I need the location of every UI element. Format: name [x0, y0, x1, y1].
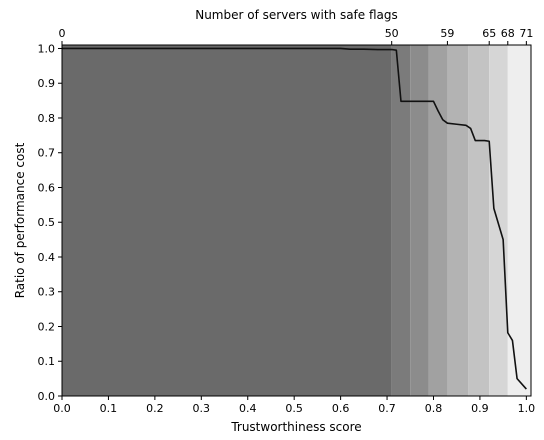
band-7	[507, 45, 531, 396]
band-1	[391, 45, 411, 396]
x-tick-label-7: 0.7	[378, 402, 396, 415]
band-4	[447, 45, 469, 396]
x-tick-label-4: 0.4	[239, 402, 257, 415]
top-tick-label-4: 68	[501, 27, 515, 40]
top-tick-label-5: 71	[519, 27, 533, 40]
y-tick-label-8: 0.8	[38, 112, 56, 125]
y-tick-label-4: 0.4	[38, 251, 56, 264]
y-tick-label-2: 0.2	[38, 320, 56, 333]
x-tick-label-3: 0.3	[193, 402, 211, 415]
y-axis: 0.0 0.1 0.2 0.3 0.4 0.5 0.6 0.7 0.8 0.9 1.0	[38, 42, 62, 403]
y-tick-label-10: 1.0	[38, 42, 56, 55]
y-tick-label-1: 0.1	[38, 355, 56, 368]
series-layer	[62, 47, 527, 390]
series-line-0	[62, 47, 527, 390]
band-2	[410, 45, 429, 396]
band-6	[489, 45, 508, 396]
y-tick-label-9: 0.9	[38, 77, 56, 90]
x-tick-label-5: 0.5	[285, 402, 303, 415]
x-axis: 0.0 0.1 0.2 0.3 0.4 0.5 0.6 0.7 0.8 0.9 1.0	[53, 396, 535, 415]
band-0	[62, 45, 392, 396]
y-axis-label: Ratio of performance cost	[13, 142, 27, 298]
top-tick-label-0: 0	[59, 27, 66, 40]
background-bands	[62, 45, 531, 396]
x-tick-label-9: 0.9	[471, 402, 489, 415]
x-tick-label-8: 0.8	[425, 402, 443, 415]
top-tick-label-1: 50	[385, 27, 399, 40]
x-tick-label-6: 0.6	[332, 402, 350, 415]
x-tick-label-0: 0.0	[53, 402, 71, 415]
y-tick-label-0: 0.0	[38, 390, 56, 403]
y-tick-label-5: 0.5	[38, 216, 56, 229]
top-tick-label-3: 65	[482, 27, 496, 40]
x-tick-label-10: 1.0	[518, 402, 536, 415]
top-axis: 0 50 59 65 68 71	[59, 27, 533, 45]
top-tick-label-2: 59	[440, 27, 454, 40]
plot-frame	[61, 44, 532, 397]
top-axis-label: Number of servers with safe flags	[195, 8, 398, 22]
x-tick-label-1: 0.1	[100, 402, 118, 415]
y-tick-label-3: 0.3	[38, 286, 56, 299]
x-tick-label-2: 0.2	[146, 402, 164, 415]
y-tick-label-6: 0.6	[38, 181, 56, 194]
x-axis-label: Trustworthiness score	[230, 420, 361, 434]
band-3	[428, 45, 448, 396]
band-5	[468, 45, 490, 396]
y-tick-label-7: 0.7	[38, 147, 56, 160]
